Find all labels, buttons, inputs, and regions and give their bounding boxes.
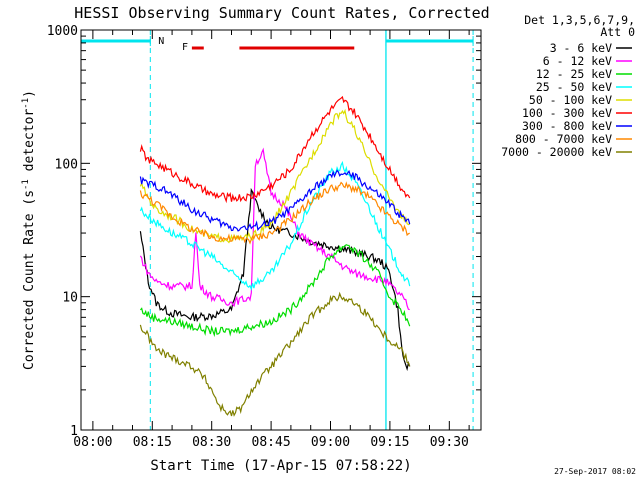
y-tick-label: 1 <box>70 424 78 439</box>
series-line-4 <box>139 108 410 244</box>
y-axis-label-part: Corrected Count Rate (s <box>22 190 37 370</box>
legend-label: 100 - 300 keV <box>522 106 612 120</box>
y-axis-label-part: -1 <box>21 98 31 109</box>
legend-label: 3 - 6 keV <box>550 41 612 55</box>
legend-header-line-1: Det 1,3,5,6,7,9, <box>524 13 635 27</box>
x-tick-label: 09:00 <box>311 435 350 450</box>
axes: 1 10 100 1000 08:00 08:15 08:30 08:45 09:00 09:15… <box>47 24 482 450</box>
legend-header-line-2: Att 0 <box>600 25 635 39</box>
series-line-6 <box>139 169 411 232</box>
legend-label: 12 - 25 keV <box>536 67 612 81</box>
observing-flags: NF <box>80 30 474 430</box>
legend-label: 300 - 800 keV <box>522 119 612 133</box>
series-line-2 <box>139 244 411 338</box>
plot-frame <box>80 29 482 431</box>
x-tick-label: 08:15 <box>133 435 172 450</box>
series-lines <box>139 95 411 417</box>
y-tick-label: 1000 <box>47 24 78 39</box>
flare-flag-label: F <box>182 42 188 53</box>
y-axis-label: Corrected Count Rate (s-1 detector-1) <box>21 90 37 370</box>
series-line-1 <box>139 147 410 311</box>
y-tick-label: 100 <box>55 157 78 172</box>
x-axis-label: Start Time (17-Apr-15 07:58:22) <box>150 458 411 474</box>
x-tick-label: 08:00 <box>73 435 112 450</box>
night-flag-label: N <box>158 36 164 47</box>
x-tick-label: 08:45 <box>252 435 291 450</box>
series-line-3 <box>139 160 411 292</box>
series-line-0 <box>139 187 411 372</box>
series-line-7 <box>139 181 410 245</box>
x-tick-label: 09:15 <box>370 435 409 450</box>
legend-label: 25 - 50 keV <box>536 80 612 94</box>
y-axis-label-part: -1 <box>21 179 31 190</box>
series-line-8 <box>139 291 411 417</box>
x-tick-label: 09:30 <box>430 435 469 450</box>
footer-timestamp: 27-Sep-2017 08:02 <box>554 467 636 476</box>
legend-label: 800 - 7000 keV <box>515 132 612 146</box>
legend-label: 50 - 100 keV <box>529 93 612 107</box>
chart-title: HESSI Observing Summary Count Rates, Cor… <box>74 4 489 22</box>
y-axis-label-part: ) <box>22 90 37 98</box>
y-tick-label: 10 <box>62 291 78 306</box>
series-line-5 <box>139 95 411 204</box>
x-tick-label: 08:30 <box>192 435 231 450</box>
y-axis-label-part: detector <box>22 109 37 180</box>
legend-label: 6 - 12 keV <box>543 54 612 68</box>
legend-label: 7000 - 20000 keV <box>501 145 612 159</box>
